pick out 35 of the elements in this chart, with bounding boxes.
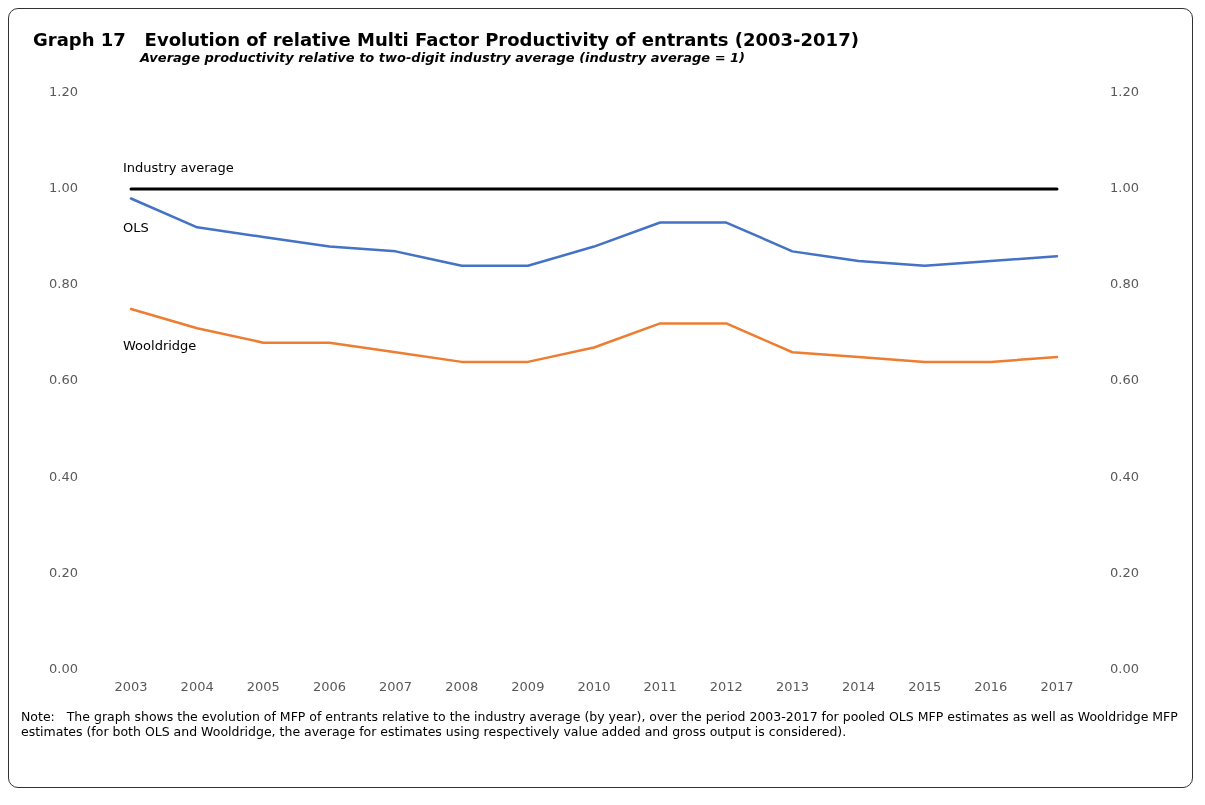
y-tick-label: 0.40 (48, 468, 78, 484)
x-tick-label: 2009 (511, 678, 545, 694)
y-tick-label: 0.00 (48, 660, 78, 676)
y-tick-label: 1.20 (48, 84, 78, 100)
x-tick-label: 2016 (974, 678, 1008, 694)
y-tick-label: 0.60 (48, 372, 78, 388)
x-tick-label: 2012 (709, 678, 743, 694)
x-tick-label: 2014 (842, 678, 876, 694)
x-tick-label: 2015 (908, 678, 942, 694)
x-tick-label: 2007 (379, 678, 413, 694)
series-label: OLS (123, 219, 149, 235)
x-tick-label: 2008 (445, 678, 479, 694)
chart-subtitle: Average productivity relative to two-digit industry average (industry average = 1) (138, 50, 747, 65)
y-tick-label: 1.00 (48, 180, 78, 196)
series-label: Industry average (123, 160, 234, 176)
y2-tick-label: 1.20 (1110, 84, 1140, 100)
y-tick-label: 0.80 (48, 276, 78, 292)
series-label: Wooldridge (123, 338, 197, 354)
x-tick-label: 2003 (114, 678, 148, 694)
y2-tick-label: 0.20 (1110, 564, 1140, 580)
y2-tick-label: 0.80 (1110, 276, 1140, 292)
x-tick-label: 2005 (246, 678, 280, 694)
chart-title: Graph 17 Evolution of relative Multi Factor Productivity of entrants (2003-2017) (33, 29, 860, 50)
x-tick-label: 2013 (775, 678, 809, 694)
y2-tick-label: 0.60 (1110, 372, 1140, 388)
text: Note: The graph shows the evolution of MFP of entrants relative to the industry average (by year), over the period 2003-2017 for pooled OLS MFP estimates as well as Wooldridge MFP estimates (for both OLS and Wooldridge, the average for estimates using respectively value added and gross output is considered). (21, 709, 1179, 739)
y2-tick-label: 0.40 (1110, 468, 1140, 484)
y2-tick-label: 0.00 (1110, 660, 1140, 676)
x-tick-label: 2011 (643, 678, 677, 694)
y-tick-label: 0.20 (48, 564, 78, 580)
x-tick-label: 2004 (180, 678, 214, 694)
x-tick-label: 2017 (1040, 678, 1074, 694)
x-tick-label: 2006 (312, 678, 346, 694)
y2-tick-label: 1.00 (1110, 180, 1140, 196)
x-tick-label: 2010 (577, 678, 611, 694)
